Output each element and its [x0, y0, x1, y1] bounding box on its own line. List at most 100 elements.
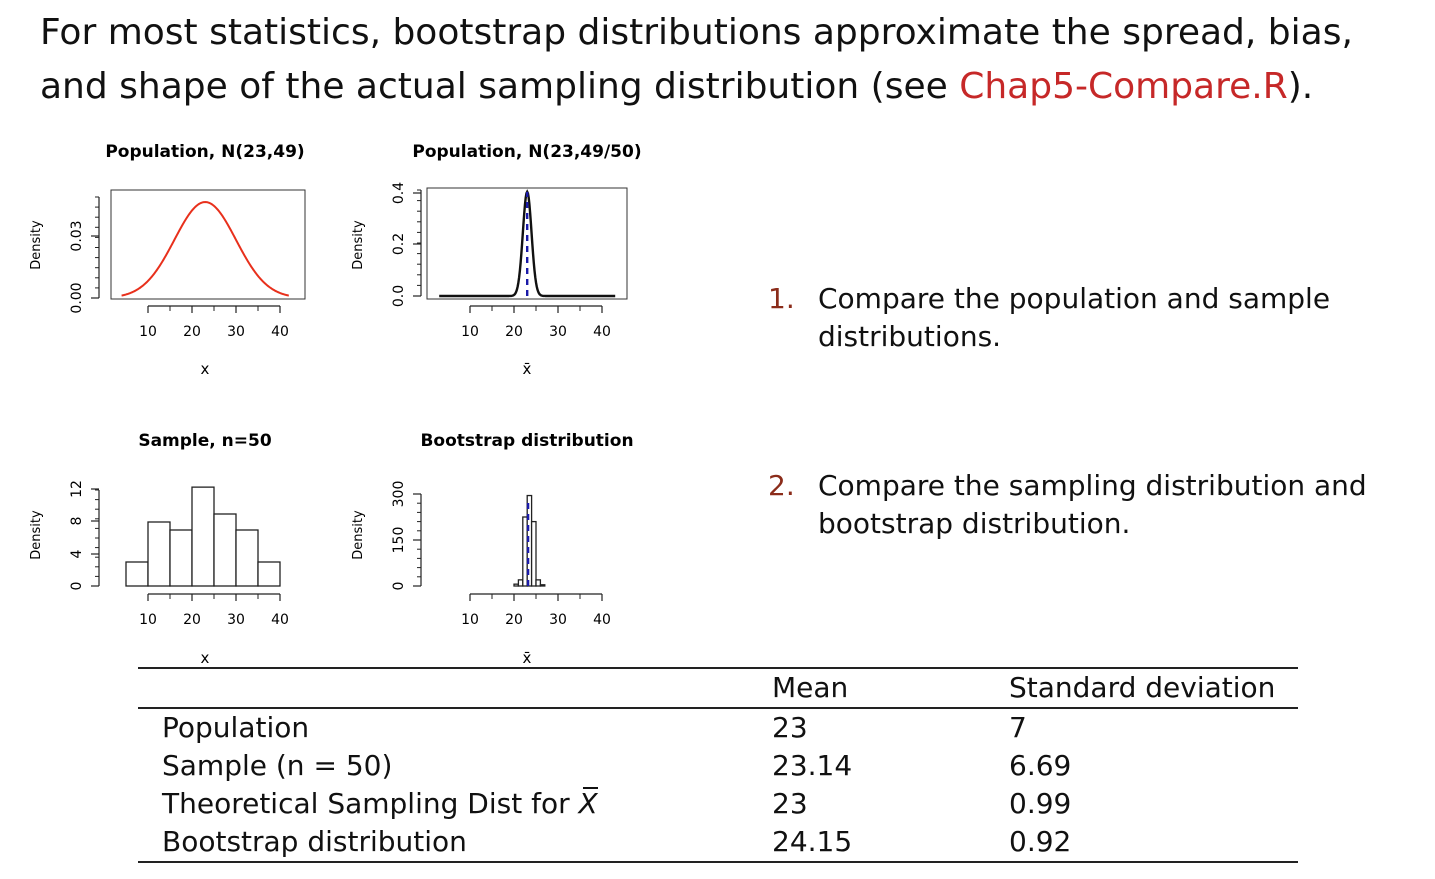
table-row: Bootstrap distribution 24.15 0.92 [138, 823, 1298, 862]
table-header-row: Mean Standard deviation [138, 668, 1298, 708]
point-1-number: 1. [768, 282, 795, 315]
x-axis: 10 20 30 40 x̄ [461, 305, 611, 378]
chart-panel-1: Population, N(23,49) 10 20 30 40 x 0.00 0.03 Den… [29, 142, 306, 378]
x-tick-label: 10 [139, 612, 157, 628]
x-axis-label: x [201, 360, 210, 378]
chart-panel-4: Bootstrap distribution 10 20 30 40 x̄ 0 150 300 D… [351, 431, 634, 667]
table-header-mean: Mean [772, 671, 849, 704]
histogram-bar [235, 529, 259, 587]
row-mean: 23.14 [772, 749, 853, 782]
y-tick-label: 0 [391, 582, 407, 591]
histogram-bar [535, 579, 542, 587]
point-2-text: Compare the sampling distribution and bo… [818, 469, 1367, 540]
intro-main: For most statistics, bootstrap distribut… [40, 12, 1353, 107]
x-tick-label: 20 [183, 324, 201, 340]
x-tick-label: 40 [271, 324, 289, 340]
chart-grid: Population, N(23,49)10 20 30 40x0.000.03Den… [29, 142, 642, 667]
chart-panel-3: Sample, n=50 10 20 30 40 x 0 4 8 12 Density [29, 431, 289, 667]
row-mean: 23 [772, 787, 808, 820]
x-tick-label: 10 [461, 324, 479, 340]
y-axis: 0.0 0.2 0.4 Density [351, 182, 422, 307]
xbar-symbol: X [579, 785, 598, 823]
histogram-bar [530, 520, 537, 587]
table-row: Sample (n = 50) 23.14 6.69 [138, 747, 1298, 785]
x-tick-label: 40 [593, 324, 611, 340]
x-axis-label: x̄ [523, 360, 532, 378]
x-axis-label: x [201, 649, 210, 667]
row-label-text: Sample (n = 50) [162, 749, 393, 782]
y-axis-label: Density [29, 220, 44, 270]
row-mean: 24.15 [772, 825, 853, 858]
y-axis: 0 4 8 12 Density [29, 480, 100, 591]
row-sd: 0.92 [1009, 825, 1072, 858]
summary-table: Mean Standard deviation Population 23 7 … [138, 667, 1298, 863]
y-axis-label: Density [29, 510, 44, 560]
row-mean: 23 [772, 711, 808, 744]
x-tick-label: 20 [183, 612, 201, 628]
row-label: Sample (n = 50) [138, 747, 772, 785]
y-tick-label: 150 [391, 527, 407, 554]
row-label: Bootstrap distribution [138, 823, 772, 862]
point-2-number: 2. [768, 469, 795, 502]
table-header-sd: Standard deviation [1009, 671, 1276, 704]
histogram-bar [191, 486, 215, 587]
y-tick-label: 0.00 [69, 282, 85, 313]
script-file-link[interactable]: Chap5-Compare.R [959, 66, 1288, 107]
histogram-bar [125, 561, 149, 587]
y-axis-label: Density [351, 220, 366, 270]
histogram-bar [539, 584, 546, 587]
x-axis: 10 20 30 40 x [139, 305, 289, 378]
row-sd: 7 [1009, 711, 1027, 744]
row-sd: 0.99 [1009, 787, 1072, 820]
plot-frame [110, 189, 306, 300]
histogram-bar [213, 513, 237, 587]
histogram-bar [257, 561, 281, 587]
table-header-blank [138, 668, 772, 708]
row-label-text: Population [162, 711, 310, 744]
y-tick-label: 0.4 [391, 182, 407, 204]
histogram-bar [513, 583, 520, 587]
histogram-bars [125, 486, 281, 587]
y-axis: 0 150 300 Density [351, 481, 422, 591]
x-tick-label: 40 [271, 612, 289, 628]
row-label-text: Theoretical Sampling Dist for [162, 787, 579, 820]
histogram-bars [513, 494, 546, 587]
x-tick-label: 30 [227, 612, 245, 628]
table-row: Theoretical Sampling Dist for X 23 0.99 [138, 785, 1298, 823]
chart-title: Bootstrap distribution [420, 431, 633, 451]
x-tick-label: 10 [139, 324, 157, 340]
y-tick-label: 0.2 [391, 233, 407, 255]
row-label-text: Bootstrap distribution [162, 825, 467, 858]
row-label: Population [138, 708, 772, 747]
y-tick-label: 0.03 [69, 220, 85, 251]
density-curve [121, 201, 290, 297]
chart-title: Population, N(23,49/50) [412, 142, 641, 162]
y-tick-label: 12 [69, 480, 85, 498]
y-tick-label: 0.0 [391, 285, 407, 307]
y-tick-label: 8 [69, 517, 85, 526]
chart-title: Sample, n=50 [138, 431, 272, 451]
x-axis: 10 20 30 40 x [139, 593, 289, 667]
intro-text: For most statistics, bootstrap distribut… [40, 6, 1420, 114]
row-label: Theoretical Sampling Dist for X [138, 785, 772, 823]
histogram-bar [169, 529, 193, 587]
y-axis: 0.00 0.03 Density [29, 196, 100, 314]
x-tick-label: 40 [593, 612, 611, 628]
x-tick-label: 30 [549, 324, 567, 340]
y-tick-label: 300 [391, 481, 407, 508]
point-1-text: Compare the population and sample distri… [818, 282, 1331, 353]
y-tick-label: 0 [69, 582, 85, 591]
x-tick-label: 20 [505, 324, 523, 340]
x-tick-label: 10 [461, 612, 479, 628]
table-row: Population 23 7 [138, 708, 1298, 747]
y-tick-label: 4 [69, 549, 85, 558]
plot-frame [426, 187, 628, 300]
y-axis-label: Density [351, 510, 366, 560]
row-sd: 6.69 [1009, 749, 1072, 782]
intro-tail: ). [1287, 66, 1314, 107]
chart-panel-2: Population, N(23,49/50)10 20 30 40x̄0.00.20… [351, 142, 642, 378]
histogram-bar [147, 521, 171, 587]
x-tick-label: 30 [549, 612, 567, 628]
x-tick-label: 20 [505, 612, 523, 628]
x-axis-label: x̄ [523, 649, 532, 667]
